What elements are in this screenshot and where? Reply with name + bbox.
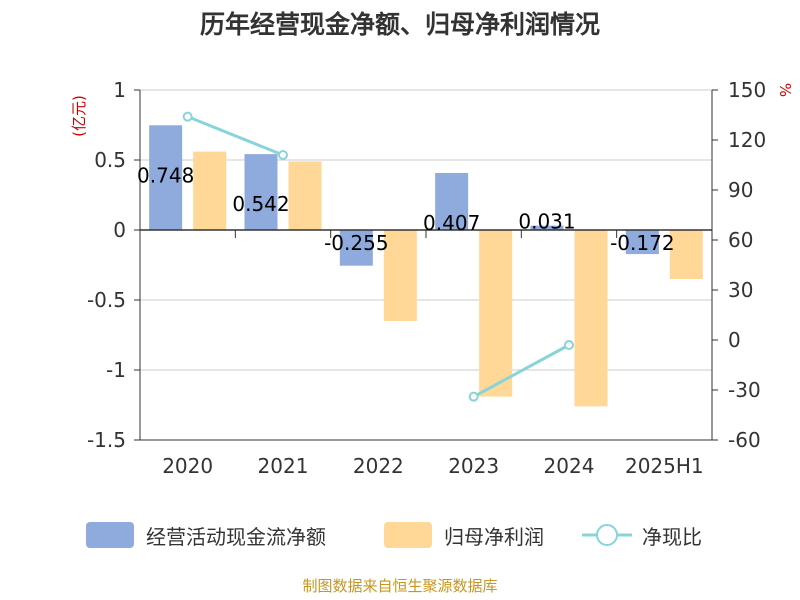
cashflow-data-label: 0.031	[518, 210, 575, 234]
right-tick-label: 90	[728, 178, 753, 202]
legend-swatch-cashflow	[86, 522, 134, 548]
ratio-line-segment	[472, 343, 570, 398]
cashflow-data-label: 0.407	[423, 211, 480, 235]
legend-label-profit: 归母净利润	[444, 525, 544, 549]
bars	[149, 125, 703, 407]
chart-title: 历年经营现金净额、归母净利润情况	[200, 10, 600, 39]
profit-bar	[479, 230, 513, 397]
tick-labels: -1.5 -1 -0.5 0 0.5 1 -60 -30 0 30 60 90 120 150 2020 20…	[87, 78, 766, 478]
profit-bar	[288, 161, 322, 230]
cashflow-data-label: 0.748	[137, 163, 194, 187]
left-tick-label: 0	[113, 218, 126, 242]
x-tick-label: 2021	[258, 454, 309, 478]
cashflow-data-label: 0.542	[232, 192, 289, 216]
profit-bar	[193, 151, 227, 230]
ratio-point	[468, 391, 479, 402]
cashflow-bar	[625, 230, 659, 255]
legend: 经营活动现金流净额 归母净利润 净现比	[86, 522, 702, 549]
cashflow-data-label: -0.172	[610, 231, 674, 255]
source-note: 制图数据来自恒生聚源数据库	[302, 577, 497, 595]
right-tick-label: 60	[728, 228, 753, 252]
profit-bar	[574, 230, 608, 407]
x-tick-label: 2023	[448, 454, 499, 478]
right-tick-label: 150	[728, 78, 766, 102]
ratio-line-segment	[187, 115, 284, 157]
legend-label-cashflow: 经营活动现金流净额	[146, 525, 326, 549]
right-tick-label: 0	[728, 328, 741, 352]
right-tick-label: -60	[728, 428, 761, 452]
x-tick-label: 2020	[162, 454, 213, 478]
x-tick-label: 2024	[544, 454, 595, 478]
legend-marker-ratio	[596, 524, 618, 546]
profit-bar	[383, 230, 417, 321]
left-tick-label: -0.5	[87, 288, 126, 312]
right-tick-label: 120	[728, 128, 766, 152]
right-axis-unit: %	[776, 83, 794, 97]
left-tick-label: -1.5	[87, 428, 126, 452]
cashflow-data-label: -0.255	[324, 231, 388, 255]
cashflow-bar	[149, 125, 183, 230]
cashflow-bar	[530, 225, 564, 230]
left-tick-label: 0.5	[94, 148, 126, 172]
profit-bar	[669, 230, 703, 279]
ratio-point	[564, 340, 574, 350]
left-axis-unit: (亿元)	[70, 95, 88, 137]
right-tick-label: -30	[728, 378, 761, 402]
data-labels: 0.748 0.542 -0.255 0.407 0.031 -0.172	[137, 163, 675, 255]
axes	[134, 89, 718, 441]
left-tick-label: 1	[113, 78, 126, 102]
legend-label-ratio: 净现比	[642, 525, 702, 549]
right-tick-label: 30	[728, 278, 753, 302]
x-tick-label: 2025H1	[625, 454, 704, 478]
left-tick-label: -1	[106, 358, 126, 382]
cashflow-bar	[339, 230, 373, 266]
x-tick-label: 2022	[353, 454, 404, 478]
ratio-point	[278, 150, 288, 160]
ratio-point	[182, 111, 193, 122]
legend-swatch-profit	[384, 522, 432, 548]
ratio-line	[182, 111, 574, 402]
cashflow-bar	[244, 154, 278, 230]
cashflow-bar	[435, 173, 469, 230]
